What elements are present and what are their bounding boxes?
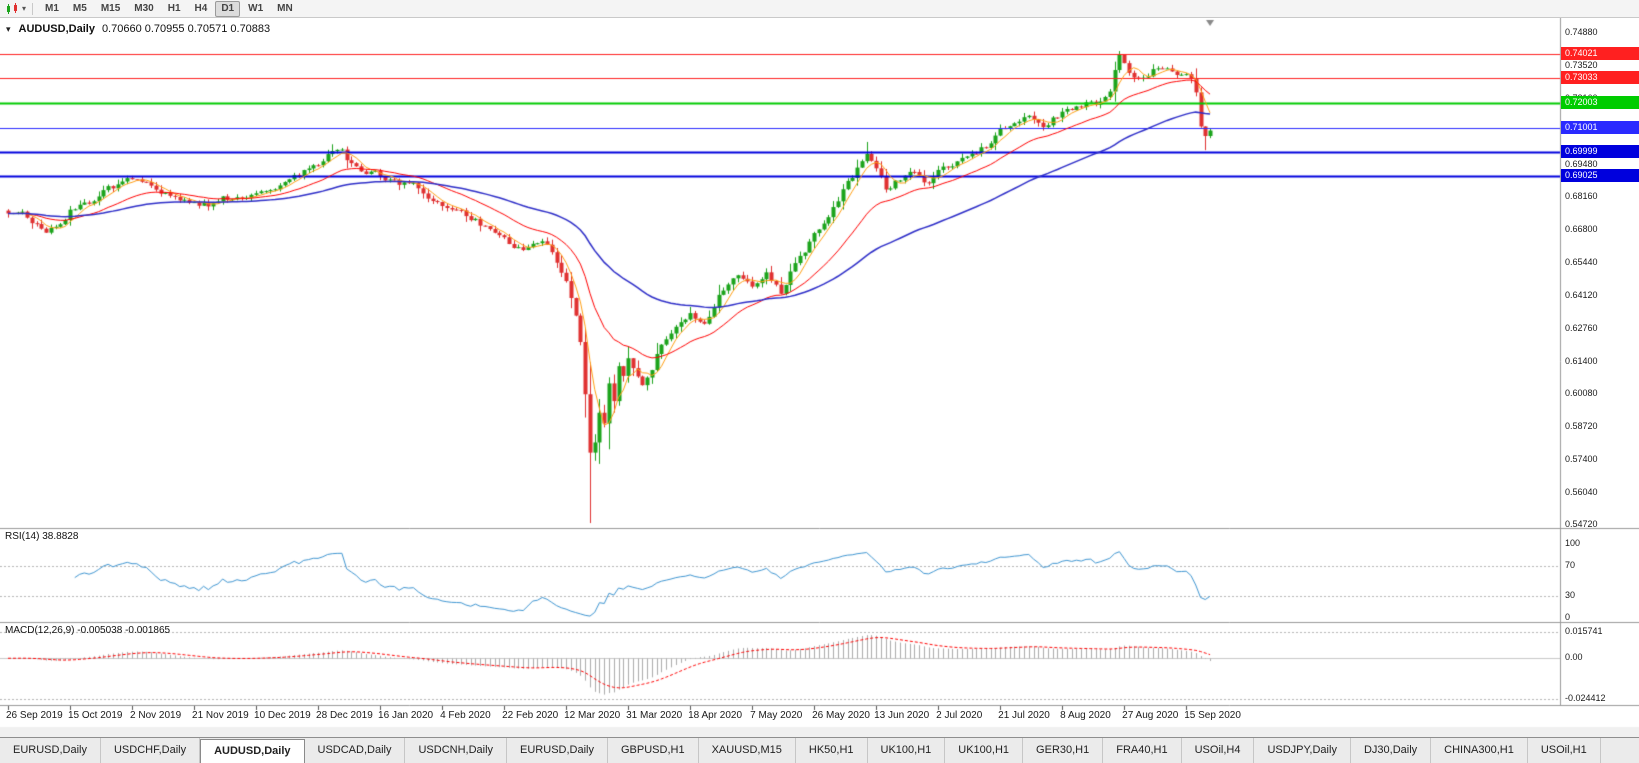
timeframe-button-d1[interactable]: D1 bbox=[215, 0, 241, 17]
timeframe-toolbar: ▾ M1 M5 M15 M30 H1 H4 D1 W1 MN bbox=[0, 0, 1639, 18]
price-axis-tick: 0.74880 bbox=[1565, 27, 1598, 37]
chart-tab-audusd-daily[interactable]: AUDUSD,Daily bbox=[200, 739, 305, 763]
timeframe-button-h4[interactable]: H4 bbox=[194, 2, 208, 14]
time-axis-label: 13 Jun 2020 bbox=[874, 710, 930, 721]
price-line-badge: 0.74021 bbox=[1561, 47, 1639, 60]
price-chart-canvas[interactable] bbox=[0, 18, 1639, 737]
chart-tab-usoil-h4[interactable]: USOil,H4 bbox=[1181, 738, 1255, 763]
price-axis-tick: 0.56040 bbox=[1565, 487, 1598, 497]
price-axis-tick: 0.68160 bbox=[1565, 191, 1598, 201]
timeframe-button-m5[interactable]: M5 bbox=[72, 2, 87, 14]
time-axis-label: 16 Jan 2020 bbox=[378, 710, 434, 721]
price-line-badge: 0.72003 bbox=[1561, 96, 1639, 109]
chart-mode-dropdown-icon[interactable]: ▾ bbox=[22, 4, 27, 13]
time-axis-label: 2 Nov 2019 bbox=[130, 710, 182, 721]
time-axis-label: 10 Dec 2019 bbox=[254, 710, 311, 721]
price-axis-tick: 0.54720 bbox=[1565, 519, 1598, 529]
rsi-axis-tick: 30 bbox=[1565, 590, 1576, 600]
chart-tab-uk100-h1[interactable]: UK100,H1 bbox=[945, 738, 1024, 763]
chart-tabbar: EURUSD,Daily USDCHF,Daily AUDUSD,Daily USDC… bbox=[0, 737, 1639, 763]
chart-tab-xauusd-m15[interactable]: XAUUSD,M15 bbox=[698, 738, 796, 763]
price-line-badge: 0.69025 bbox=[1561, 169, 1639, 182]
macd-axis-tick: 0.015741 bbox=[1565, 626, 1603, 636]
time-axis-label: 12 Mar 2020 bbox=[564, 710, 621, 721]
price-axis-tick: 0.66800 bbox=[1565, 224, 1598, 234]
price-line-badge: 0.73033 bbox=[1561, 71, 1639, 84]
chart-mode-icon[interactable] bbox=[3, 2, 21, 16]
price-line-badge: 0.71001 bbox=[1561, 121, 1639, 134]
macd-axis-tick: 0.00 bbox=[1565, 652, 1583, 662]
time-axis-label: 15 Sep 2020 bbox=[1184, 710, 1241, 721]
chart-tab-ger30-h1[interactable]: GER30,H1 bbox=[1023, 738, 1104, 763]
price-axis-tick: 0.62760 bbox=[1565, 323, 1598, 333]
timeframe-button-h1[interactable]: H1 bbox=[167, 2, 181, 14]
macd-axis-tick: -0.024412 bbox=[1565, 693, 1606, 703]
time-axis-label: 26 Sep 2019 bbox=[6, 710, 63, 721]
time-axis-label: 2 Jul 2020 bbox=[936, 710, 983, 721]
timeframe-button-mn[interactable]: MN bbox=[277, 2, 293, 14]
price-axis-tick: 0.60080 bbox=[1565, 388, 1598, 398]
time-axis-label: 27 Aug 2020 bbox=[1122, 710, 1179, 721]
timeframe-button-m30[interactable]: M30 bbox=[134, 2, 154, 14]
chart-tab-fra40-h1[interactable]: FRA40,H1 bbox=[1103, 738, 1182, 763]
time-axis-label: 26 May 2020 bbox=[812, 710, 870, 721]
timeframe-button-w1[interactable]: W1 bbox=[248, 2, 264, 14]
time-axis-label: 7 May 2020 bbox=[750, 710, 803, 721]
time-axis-label: 4 Feb 2020 bbox=[440, 710, 491, 721]
chart-tab-uk100-h1[interactable]: UK100,H1 bbox=[867, 738, 946, 763]
rsi-axis-tick: 70 bbox=[1565, 560, 1576, 570]
chart-tab-usdchf-daily[interactable]: USDCHF,Daily bbox=[100, 738, 201, 763]
price-axis-tick: 0.73520 bbox=[1565, 60, 1598, 70]
price-axis-tick: 0.57400 bbox=[1565, 454, 1598, 464]
price-axis-tick: 0.58720 bbox=[1565, 421, 1598, 431]
timeframe-button-m1[interactable]: M1 bbox=[45, 2, 59, 14]
time-axis-label: 8 Aug 2020 bbox=[1060, 710, 1111, 721]
price-axis-tick: 0.69480 bbox=[1565, 159, 1598, 169]
time-axis-label: 31 Mar 2020 bbox=[626, 710, 683, 721]
chart-tab-dj30-daily[interactable]: DJ30,Daily bbox=[1350, 738, 1432, 763]
price-line-badge: 0.69999 bbox=[1561, 145, 1639, 158]
timeframe-buttons: M1 M5 M15 M30 H1 H4 D1 W1 MN bbox=[39, 0, 299, 17]
time-axis-label: 28 Dec 2019 bbox=[316, 710, 373, 721]
price-axis[interactable]: 0.748800.735200.721600.694800.681600.668… bbox=[1561, 18, 1639, 737]
rsi-axis-tick: 100 bbox=[1565, 538, 1581, 548]
timeframe-button-m15[interactable]: M15 bbox=[100, 2, 121, 14]
toolbar-separator bbox=[32, 2, 34, 15]
time-axis-label: 21 Jul 2020 bbox=[998, 710, 1050, 721]
chart-tab-china300-h1[interactable]: CHINA300,H1 bbox=[1431, 738, 1528, 763]
price-axis-tick: 0.64120 bbox=[1565, 290, 1598, 300]
price-axis-tick: 0.65440 bbox=[1565, 257, 1598, 267]
chart-area: ▾ AUDUSD,Daily 0.70660 0.70955 0.70571 0… bbox=[0, 18, 1639, 737]
chart-tab-usdcnh-daily[interactable]: USDCNH,Daily bbox=[405, 738, 508, 763]
time-axis-label: 22 Feb 2020 bbox=[502, 710, 559, 721]
time-axis-label: 18 Apr 2020 bbox=[688, 710, 743, 721]
time-axis-label: 21 Nov 2019 bbox=[192, 710, 249, 721]
price-axis-tick: 0.61400 bbox=[1565, 356, 1598, 366]
chart-tab-eurusd-daily[interactable]: EURUSD,Daily bbox=[0, 738, 101, 763]
candlestick-chart-glyph bbox=[6, 2, 17, 14]
rsi-axis-tick: 0 bbox=[1565, 612, 1571, 622]
chart-tab-usoil-h1[interactable]: USOil,H1 bbox=[1527, 738, 1601, 763]
time-axis-label: 15 Oct 2019 bbox=[68, 710, 123, 721]
chart-tab-gbpusd-h1[interactable]: GBPUSD,H1 bbox=[608, 738, 699, 763]
chart-tab-eurusd-daily[interactable]: EURUSD,Daily bbox=[507, 738, 608, 763]
chart-tab-usdcad-daily[interactable]: USDCAD,Daily bbox=[304, 738, 406, 763]
time-axis[interactable]: 26 Sep 2019 15 Oct 2019 2 Nov 2019 21 Nov 2… bbox=[0, 705, 1560, 727]
chart-tab-hk50-h1[interactable]: HK50,H1 bbox=[795, 738, 868, 763]
chart-tab-usdjpy-daily[interactable]: USDJPY,Daily bbox=[1254, 738, 1351, 763]
